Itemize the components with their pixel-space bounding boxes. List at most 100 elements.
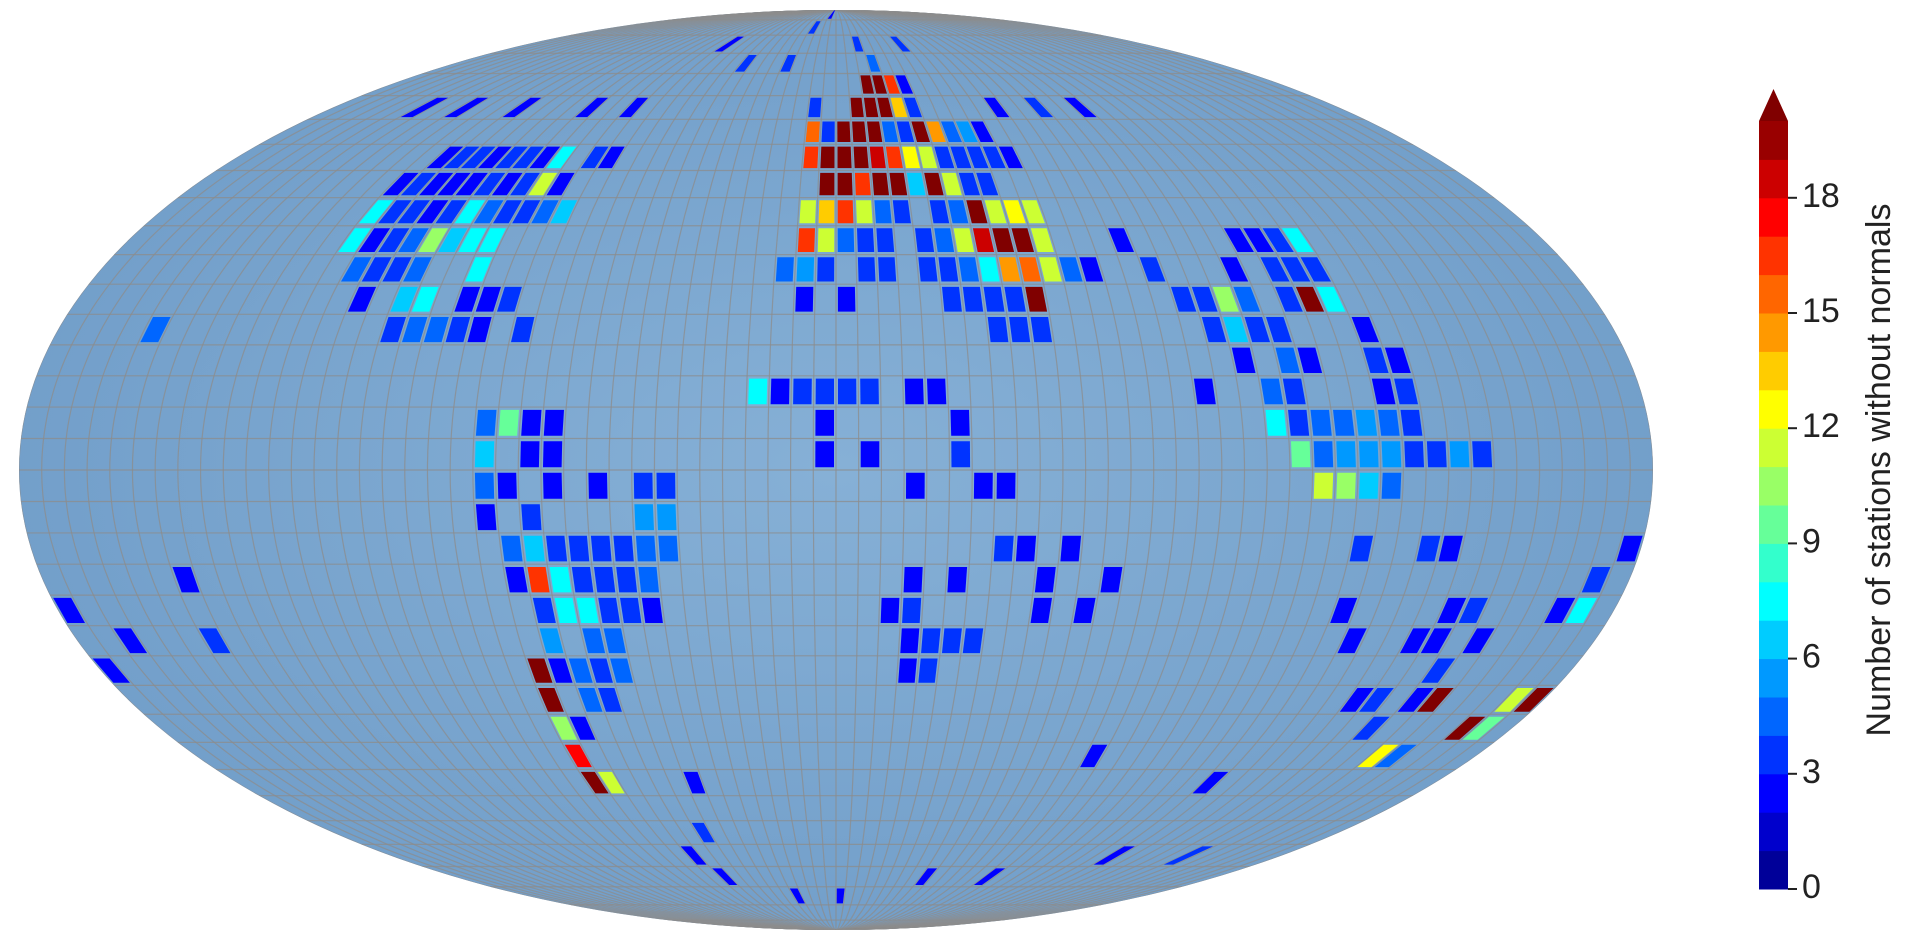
grid-cell <box>520 441 540 468</box>
grid-cell <box>495 146 528 169</box>
grid-cell <box>953 228 975 252</box>
grid-cell <box>1426 441 1447 468</box>
grid-cell <box>493 200 522 224</box>
grid-cell <box>1231 347 1256 373</box>
grid-cell <box>962 628 984 654</box>
grid-cell <box>455 172 488 196</box>
grid-cell <box>1265 409 1287 436</box>
grid-cell <box>895 75 914 94</box>
grid-cell <box>454 200 486 224</box>
grid-cell <box>478 228 506 252</box>
grid-cell <box>437 172 471 196</box>
grid-cell <box>1513 688 1554 712</box>
grid-cell <box>793 378 812 405</box>
grid-cell <box>1472 441 1493 468</box>
grid-cell <box>445 317 471 343</box>
grid-cell <box>983 286 1005 312</box>
grid-cell <box>598 597 620 623</box>
grid-cell <box>543 409 564 436</box>
grid-cell <box>498 409 519 436</box>
grid-cell <box>172 567 200 593</box>
grid-cell <box>983 97 1010 118</box>
grid-cell <box>1394 378 1418 405</box>
grid-cell <box>978 257 1000 282</box>
grid-cell <box>538 688 564 712</box>
grid-cell <box>958 257 979 282</box>
grid-cell <box>1030 228 1054 252</box>
grid-cell <box>550 716 577 740</box>
colorbar-tick-label: 0 <box>1802 868 1821 906</box>
grid-cell <box>821 121 835 142</box>
grid-cell <box>872 75 887 94</box>
grid-cell <box>869 146 886 169</box>
grid-cell <box>805 121 820 142</box>
grid-cell <box>947 567 968 593</box>
grid-cell <box>734 55 757 72</box>
grid-cell <box>1262 228 1294 252</box>
grid-cell <box>950 146 972 169</box>
grid-cell <box>906 172 926 196</box>
grid-cell <box>1282 378 1306 405</box>
grid-cell <box>1009 317 1031 343</box>
grid-cell <box>915 868 938 885</box>
grid-cell <box>851 36 864 52</box>
grid-cell <box>819 172 835 196</box>
grid-cell <box>874 200 892 224</box>
grid-cell <box>860 441 880 468</box>
grid-cell <box>546 146 577 169</box>
grid-cell <box>1421 658 1456 683</box>
grid-cell <box>1313 472 1334 499</box>
grid-cell <box>837 172 853 196</box>
grid-cell <box>1494 688 1534 712</box>
colorbar-segment <box>1759 505 1788 544</box>
grid-cell <box>1374 744 1417 768</box>
grid-cell <box>1316 286 1346 312</box>
grid-cell <box>1416 535 1441 562</box>
grid-cell <box>475 504 497 531</box>
colorbar-segment <box>1759 274 1788 314</box>
colorbar-segment <box>1759 658 1788 698</box>
grid-cell <box>950 409 970 436</box>
grid-cell <box>1310 409 1332 436</box>
grid-cell <box>444 97 489 118</box>
grid-cell <box>347 286 377 312</box>
grid-cell <box>549 567 572 593</box>
grid-cell <box>1400 628 1431 654</box>
grid-cell <box>543 441 563 468</box>
grid-cell <box>397 200 430 224</box>
grid-cell <box>982 146 1006 169</box>
grid-cell <box>361 257 392 282</box>
grid-cell <box>582 628 606 654</box>
grid-cell <box>876 228 895 252</box>
grid-cell <box>1079 257 1104 282</box>
grid-cell <box>958 172 980 196</box>
grid-cell <box>1357 744 1399 768</box>
grid-cell <box>1616 535 1643 562</box>
grid-cell <box>1339 688 1374 712</box>
grid-cell <box>902 597 922 623</box>
grid-cell <box>590 535 612 562</box>
grid-cell <box>400 97 449 118</box>
grid-cell <box>1444 716 1486 740</box>
grid-cell <box>502 97 542 118</box>
grid-cell <box>598 688 622 712</box>
grid-cell <box>497 472 517 499</box>
grid-cell <box>634 504 654 531</box>
grid-cell <box>966 146 989 169</box>
grid-cell <box>1163 846 1214 865</box>
grid-cell <box>460 146 496 169</box>
grid-cell <box>613 535 634 562</box>
grid-cell <box>712 868 738 885</box>
grid-cell <box>426 146 464 169</box>
grid-cell <box>837 121 851 142</box>
grid-cell <box>473 200 504 224</box>
grid-cell <box>797 228 815 252</box>
grid-cell <box>918 658 938 683</box>
grid-cell <box>603 628 626 654</box>
grid-cell <box>546 535 568 562</box>
grid-cell <box>475 286 501 312</box>
colorbar: 0 3 6 9 12 15 18 <box>1759 89 1840 906</box>
grid-cell <box>1330 597 1358 623</box>
